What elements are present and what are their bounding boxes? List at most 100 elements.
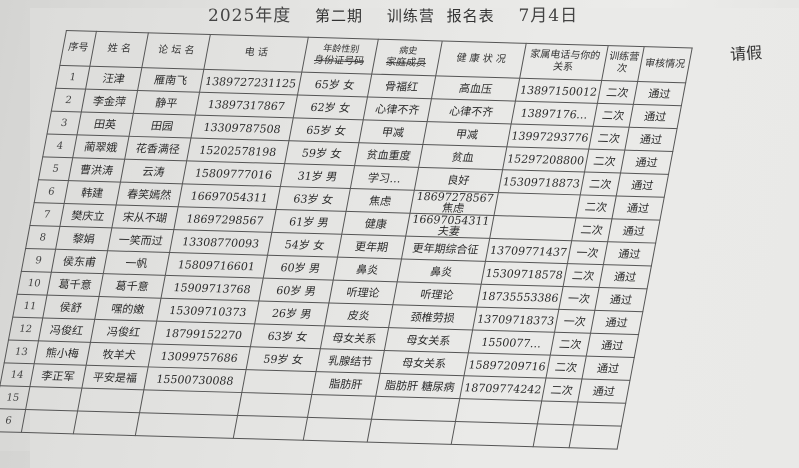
cell-phone: 15309710373 [156,298,259,324]
cell-id-number: 59岁 女 [284,140,359,166]
cell-camp-sessions: 一次 [567,240,608,265]
cell-forum-name: 宋从不瑚 [111,204,179,230]
cell-name: 曹洪涛 [68,157,125,183]
cell-id-number: 54岁 女 [267,232,342,258]
cell-phone: 18697298567 [173,206,277,233]
cell-index: 14 [0,362,35,387]
cell-phone: 15909713768 [160,275,264,301]
form-title: 2025年度 第二期 训练营 报名表 7月4日 [208,6,596,26]
cell-id-number [241,369,317,395]
cell-health-status: 16697054311 夫妻 [405,213,495,239]
column-header-label: 家庭成员 [385,56,428,69]
cell-phone: 15500730088 [143,366,247,393]
cell-camp-sessions: 二次 [541,378,582,402]
cell-family-phone-relation: 13709718373 [472,307,559,333]
cell-family-members: 健康 [341,211,411,237]
column-header-label: 审核情况 [643,58,687,71]
cell-family-members: 焦虑 [346,188,415,214]
cell-review-status: 通过 [590,310,643,335]
cell-forum-name [77,388,144,413]
cell-family-members: 心律不齐 [363,96,432,122]
cell-health-status: 心律不齐 [427,98,516,124]
column-header-label: 健 康 状 况 [455,52,507,66]
column-header-review-status: 审核情况 [637,46,693,83]
cell-family-members: 母女关系 [320,325,389,351]
cell-forum-name: 春笑嫣然 [116,182,183,207]
cell-forum-name: 静平 [133,90,200,116]
registration-table-wrapper: 序号 姓 名 论 坛 名 电 话 年龄性别 身份证号码 病史 家庭成员健 康 状 况 家属电话与… [0,30,693,450]
column-header-label: 论 坛 名 [156,44,196,57]
cell-review-status: 通过 [607,218,660,244]
cell-forum-name: 一帆 [103,250,170,276]
cell-family-members: 鼻炎 [333,257,402,282]
cell-forum-name: 田园 [129,113,196,139]
cell-phone: 18799152270 [152,321,255,347]
cell-forum-name: 平安是福 [81,365,149,390]
cell-review-status: 通过 [603,241,656,266]
cell-review-status [573,401,626,427]
cell-review-status: 通过 [620,150,673,175]
cell-id-number: 59岁 女 [246,346,321,372]
cell-forum-name: 冯俊红 [90,319,157,345]
title-camp: 训练营 [386,7,435,25]
cell-forum-name: 牧羊犬 [86,342,153,367]
paper-sheet [30,8,799,468]
cell-family-members: 骨福红 [367,74,436,99]
cell-family-phone-relation: 15897209716 [464,352,551,379]
column-header-phone: 电 话 [203,34,309,73]
cell-camp-sessions: 二次 [588,126,630,151]
cell-index: 7 [29,202,65,227]
cell-phone [139,389,242,416]
cell-forum-name: 葛千意 [99,273,166,299]
cell-review-status: 通过 [624,127,678,152]
cell-family-members: 皮炎 [324,302,393,328]
column-header-family-phone-relation: 家属电话与你的关系 [519,43,609,81]
cell-index: 2 [51,88,86,112]
column-header-forum-name: 论 坛 名 [141,32,211,70]
cell-family-members: 更年期 [337,234,406,259]
cell-health-status [371,396,460,422]
cell-camp-sessions: 二次 [563,263,604,288]
cell-index: 1 [55,65,90,90]
cell-name: 侯东甫 [51,249,108,274]
cell-health-status: 高血压 [431,75,520,102]
cell-index: 5 [38,156,73,181]
cell-review-status: 通过 [629,104,682,129]
cell-camp-sessions: 二次 [550,332,591,357]
cell-index: 6 [34,179,69,204]
cell-phone: 13309787508 [190,115,294,141]
cell-id-number: 61岁 男 [271,209,347,235]
cell-forum-name: 云涛 [120,159,187,184]
cell-family-phone-relation: 18709774242 [459,375,546,401]
column-header-health-status: 健 康 状 况 [435,41,527,79]
cell-id-number [237,392,312,418]
cell-camp-sessions: 二次 [571,217,612,242]
cell-forum-name: 花香满径 [124,136,191,161]
table-body: 1 汪津 雁南飞 1389727231125 65岁 女骨福红 高血压 1389715001… [0,65,686,450]
cell-index: 13 [4,340,39,364]
cell-phone: 1389727231125 [199,69,302,95]
cell-health-status: 听理论 [392,281,482,308]
cell-name: 樊庆立 [59,203,117,228]
cell-camp-sessions: 一次 [554,309,595,334]
cell-phone: 13099757686 [148,344,251,370]
cell-phone: 15809716601 [165,252,268,279]
cell-id-number: 62岁 女 [293,94,368,120]
cell-camp-sessions: 二次 [597,80,638,105]
cell-health-status: 母女关系 [380,350,469,376]
cell-camp-sessions: 二次 [593,103,634,128]
cell-family-members [307,394,376,420]
column-header-family-members: 病史 家庭成员 [371,39,443,76]
cell-name [25,386,82,411]
cell-name: 韩建 [64,180,121,205]
cell-id-number: 63岁 女 [276,186,351,212]
cell-health-status: 贫血 [418,144,507,170]
title-period: 第二期 [315,7,364,25]
cell-name: 侯舒 [42,295,100,320]
cell-review-status: 通过 [594,287,648,312]
cell-name: 黎娟 [55,226,112,251]
cell-index: 4 [42,134,78,158]
cell-family-phone-relation [451,421,538,447]
cell-id-number: 31岁 男 [280,163,355,189]
cell-family-phone-relation: 13997293776 [506,123,594,150]
